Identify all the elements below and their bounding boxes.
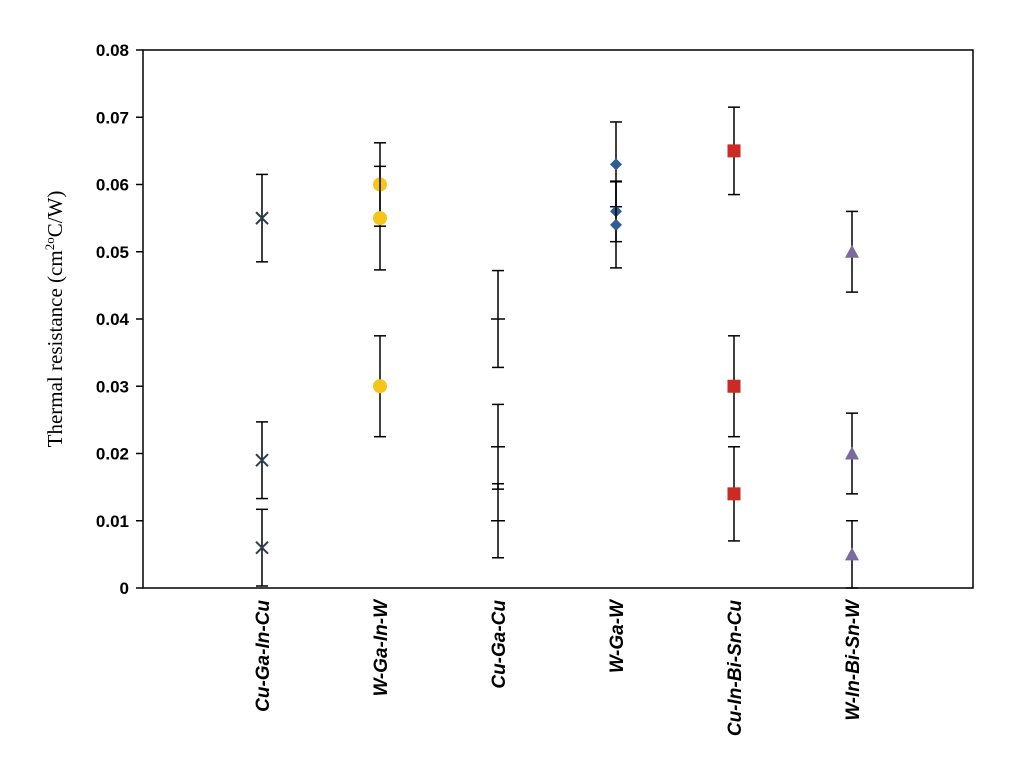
plot-area (142, 49, 974, 589)
data-point (610, 158, 622, 171)
data-point-stroke (255, 453, 269, 467)
x-category-label: W-Ga-In-W (371, 598, 392, 696)
data-point (727, 144, 741, 158)
x-axis: Cu-Ga-In-Cu W-Ga-In-W Cu-Ga-Cu W-Ga-W Cu-In-… (253, 598, 864, 736)
data-point (845, 547, 859, 561)
x-category-label: W-In-Bi-Sn-W (843, 598, 864, 721)
data-point-stroke (255, 540, 269, 555)
y-tick-label: 0.03 (96, 377, 129, 396)
y-tick-label: 0.04 (96, 310, 130, 329)
data-point (255, 453, 269, 467)
y-tick-label: 0 (120, 579, 129, 598)
x-category-label: Cu-Ga-In-Cu (253, 600, 274, 712)
y-tick-label: 0.05 (96, 243, 129, 262)
x-category-label: Cu-Ga-Cu (489, 600, 510, 689)
y-axis: 0 0.01 0.02 0.03 0.04 0.05 0.06 0.07 0.08 (96, 41, 143, 598)
data-point (255, 211, 269, 225)
data-point (373, 211, 387, 226)
y-axis-title: Thermal resistance (cm2oC/W) (42, 191, 67, 448)
x-category-label: W-Ga-W (607, 598, 628, 673)
y-tick-label: 0.06 (96, 176, 129, 195)
y-tick-label: 0.02 (96, 445, 129, 464)
data-point-stroke (255, 211, 269, 225)
data-point (727, 379, 741, 393)
data-marks (255, 106, 859, 589)
y-tick-label: 0.01 (96, 512, 129, 531)
data-point (373, 379, 387, 394)
y-tick-label: 0.08 (96, 41, 129, 60)
data-point (255, 540, 269, 555)
data-point (845, 244, 859, 258)
y-tick-label: 0.07 (96, 108, 129, 127)
x-category-label: Cu-In-Bi-Sn-Cu (725, 600, 746, 737)
data-point (845, 446, 859, 460)
data-point (727, 487, 741, 501)
data-point (610, 218, 622, 231)
